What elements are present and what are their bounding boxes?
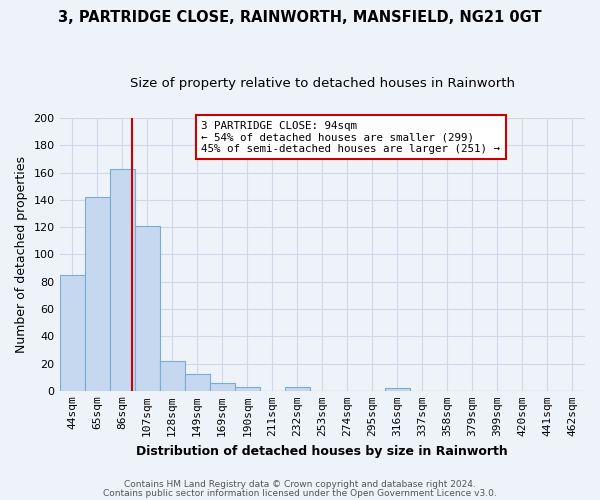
Bar bbox=[134, 226, 160, 391]
Bar bbox=[285, 386, 310, 391]
Bar bbox=[160, 361, 185, 391]
Bar bbox=[209, 382, 235, 391]
Text: Contains HM Land Registry data © Crown copyright and database right 2024.: Contains HM Land Registry data © Crown c… bbox=[124, 480, 476, 489]
Title: Size of property relative to detached houses in Rainworth: Size of property relative to detached ho… bbox=[130, 78, 515, 90]
Bar bbox=[85, 197, 110, 391]
Bar bbox=[110, 168, 134, 391]
Text: Contains public sector information licensed under the Open Government Licence v3: Contains public sector information licen… bbox=[103, 488, 497, 498]
Text: 3 PARTRIDGE CLOSE: 94sqm
← 54% of detached houses are smaller (299)
45% of semi-: 3 PARTRIDGE CLOSE: 94sqm ← 54% of detach… bbox=[202, 121, 500, 154]
Bar bbox=[385, 388, 410, 391]
Bar bbox=[235, 386, 260, 391]
Bar bbox=[59, 275, 85, 391]
Bar bbox=[185, 374, 209, 391]
Text: 3, PARTRIDGE CLOSE, RAINWORTH, MANSFIELD, NG21 0GT: 3, PARTRIDGE CLOSE, RAINWORTH, MANSFIELD… bbox=[58, 10, 542, 25]
X-axis label: Distribution of detached houses by size in Rainworth: Distribution of detached houses by size … bbox=[136, 444, 508, 458]
Y-axis label: Number of detached properties: Number of detached properties bbox=[15, 156, 28, 353]
